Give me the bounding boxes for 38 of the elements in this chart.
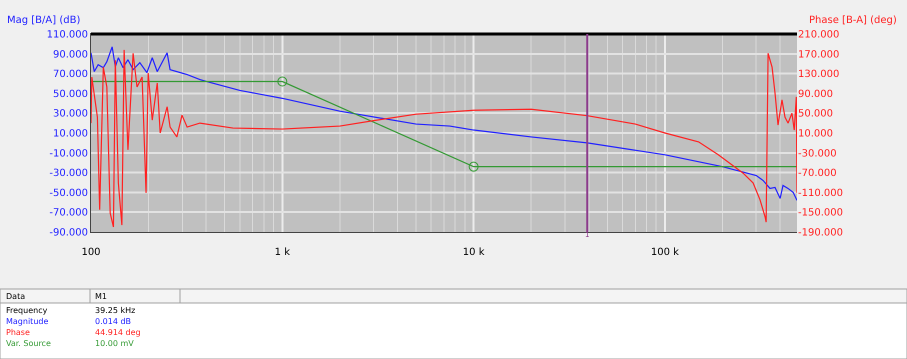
y2-tick-label: 170.000 — [798, 49, 840, 60]
x-tick-label: 100 k — [650, 247, 680, 258]
y-tick-label: -90.000 — [49, 228, 88, 238]
y2-tick-label: -150.000 — [798, 208, 843, 219]
y-tick-label: 110.000 — [46, 30, 88, 40]
y2-tick-label: 50.000 — [798, 108, 833, 120]
y-tick-label: -50.000 — [49, 188, 88, 199]
y2-axis-title: Phase [B-A] (deg) — [809, 15, 897, 26]
x-tick-label: 10 k — [462, 247, 485, 258]
text: 44.914 deg — [95, 328, 141, 337]
text: M1 — [95, 292, 107, 301]
y-tick-label: 70.000 — [53, 69, 88, 80]
y-tick-label: 10.000 — [53, 128, 88, 140]
y2-tick-label: -70.000 — [798, 168, 837, 180]
y2-tick-label: 130.000 — [798, 69, 840, 80]
text: 10.00 mV — [95, 339, 134, 348]
text: Data — [6, 292, 26, 301]
y-tick-label: 30.000 — [53, 108, 88, 120]
text: 39.25 kHz — [95, 306, 136, 315]
y2-tick-label: -190.000 — [798, 228, 843, 238]
y-axis-title: Mag [B/A] (dB) — [7, 15, 80, 26]
y-tick-label: -30.000 — [49, 168, 88, 180]
y2-tick-label: -30.000 — [798, 148, 837, 160]
text: Magnitude — [6, 317, 48, 326]
y-tick-label: 90.000 — [53, 49, 88, 60]
y2-tick-label: 210.000 — [798, 30, 840, 40]
y-tick-label: -10.000 — [49, 148, 88, 160]
y-tick-label: -70.000 — [49, 208, 88, 219]
text: Phase — [6, 328, 30, 337]
text: Var. Source — [6, 339, 51, 348]
x-tick-label: 100 — [81, 247, 101, 258]
y-tick-label: 50.000 — [53, 88, 88, 100]
y2-tick-label: -110.000 — [798, 188, 843, 199]
x-tick-label: 1 k — [274, 247, 290, 258]
y2-tick-label: 10.000 — [798, 128, 833, 140]
text: Frequency — [6, 306, 48, 315]
text: 0.014 dB — [95, 317, 132, 326]
y2-tick-label: 90.000 — [798, 88, 833, 100]
